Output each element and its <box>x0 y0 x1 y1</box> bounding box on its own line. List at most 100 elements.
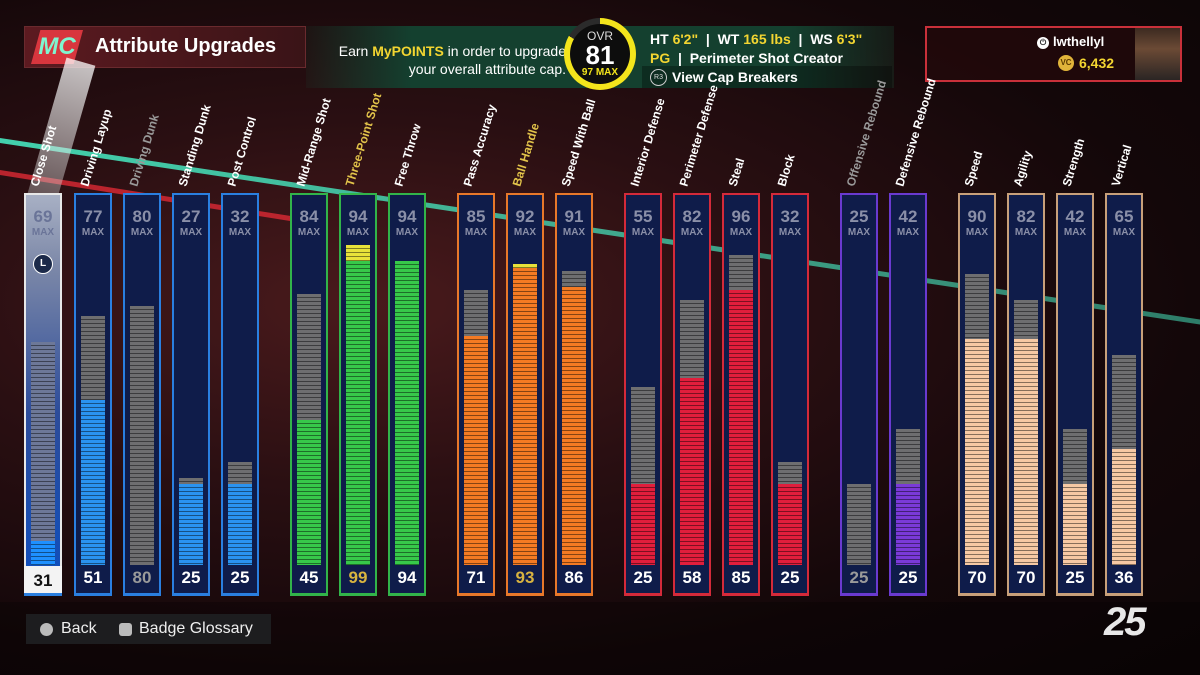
l-button-icon: L <box>33 254 53 274</box>
attribute-current-value: 70 <box>1016 568 1036 587</box>
attribute-current-bar <box>729 290 753 565</box>
attribute-current-value: 86 <box>564 568 584 587</box>
attribute-current-bar <box>1063 484 1087 565</box>
attribute-current-bar <box>896 484 920 565</box>
attribute-bar-track <box>130 245 154 565</box>
attribute-column[interactable]: Speed With Ball 91 MAX 86 <box>555 97 598 596</box>
attribute-max-label: MAX <box>297 227 321 238</box>
attribute-group-underline <box>958 593 996 596</box>
attribute-name: Driving Dunk <box>126 112 162 188</box>
attribute-max-value: 90 <box>967 207 987 226</box>
attribute-current-value: 25 <box>780 568 800 587</box>
player-info-banner: Earn MyPOINTS in order to upgrade your o… <box>306 18 894 90</box>
attribute-current-value: 51 <box>83 568 103 587</box>
attribute-column[interactable]: Close Shot 69 MAX L 31 <box>24 124 62 596</box>
attribute-column[interactable]: Post Control 32 MAX 25 <box>221 115 259 596</box>
attribute-current-bar <box>228 484 252 565</box>
attribute-current-value: 93 <box>515 568 535 587</box>
attribute-current-bar <box>346 261 370 565</box>
attribute-column[interactable]: Standing Dunk 27 MAX 25 <box>172 103 214 596</box>
attribute-group-underline <box>290 593 328 596</box>
attribute-max-label: MAX <box>729 227 753 238</box>
attribute-max-label: MAX <box>228 227 252 238</box>
attribute-current-bar <box>81 400 105 565</box>
attribute-current-value: 25 <box>230 568 250 587</box>
attribute-group-underline <box>506 593 544 596</box>
attribute-column[interactable]: Strength 42 MAX 25 <box>1056 137 1094 596</box>
attribute-max-value: 85 <box>466 207 486 226</box>
attribute-column[interactable]: Ball Handle 92 MAX 93 <box>506 121 544 596</box>
attribute-current-value: 71 <box>466 568 486 587</box>
attribute-capbreaker-bar <box>513 263 537 268</box>
badge-glossary-button[interactable]: Badge Glossary <box>139 620 253 637</box>
attribute-group-underline <box>24 593 62 596</box>
attribute-current-value: 80 <box>132 568 152 587</box>
attribute-max-label: MAX <box>1063 227 1087 238</box>
attribute-column[interactable]: Free Throw 94 MAX 94 <box>388 122 426 596</box>
attribute-bar-track <box>297 245 321 565</box>
attribute-current-value: 45 <box>299 568 319 587</box>
overall-value: 81 <box>585 40 615 70</box>
attribute-column[interactable]: Perimeter Defense 82 MAX 58 <box>673 83 721 596</box>
attribute-max-label: MAX <box>130 227 154 238</box>
attribute-name: Free Throw <box>391 122 424 188</box>
attribute-current-value: 25 <box>849 568 869 587</box>
attribute-column[interactable]: Block 32 MAX 25 <box>771 153 809 596</box>
attribute-current-bar <box>631 484 655 565</box>
attribute-bar-track <box>680 245 704 565</box>
attribute-group-underline <box>1105 593 1143 596</box>
attribute-current-bar <box>464 335 488 565</box>
nba2k25-logo: 25 <box>1104 600 1146 644</box>
attribute-max-value: 84 <box>299 207 319 226</box>
view-cap-breakers-button[interactable]: R3 View Cap Breakers <box>642 66 892 88</box>
attribute-potential-bar <box>847 484 871 565</box>
vc-balance: 6,432 <box>1079 55 1115 71</box>
attribute-column[interactable]: Vertical 65 MAX 36 <box>1105 143 1143 596</box>
footer-controls: Back Badge Glossary <box>26 614 271 644</box>
attribute-group-underline <box>673 593 711 596</box>
attribute-group-underline <box>123 593 161 596</box>
attribute-group-underline <box>172 593 210 596</box>
attribute-column[interactable]: Offensive Rebound 25 MAX 25 <box>840 79 889 596</box>
attribute-group-underline <box>388 593 426 596</box>
back-button[interactable]: Back <box>61 620 97 637</box>
attribute-column[interactable]: Driving Dunk 80 MAX 80 <box>123 112 162 596</box>
attribute-group-underline <box>722 593 760 596</box>
vc-coin-icon: VC <box>1058 55 1074 71</box>
attribute-max-label: MAX <box>847 227 871 238</box>
attribute-capbreaker-bar <box>346 245 370 262</box>
attribute-column[interactable]: Interior Defense 55 MAX 25 <box>624 97 668 596</box>
attribute-max-value: 96 <box>731 207 751 226</box>
attribute-current-value: 58 <box>682 568 702 587</box>
attribute-current-bar <box>1014 338 1038 565</box>
attribute-column[interactable]: Pass Accuracy 85 MAX 71 <box>457 103 499 596</box>
attribute-column[interactable]: Speed 90 MAX 70 <box>958 149 996 596</box>
attribute-column[interactable]: Driving Layup 77 MAX 51 <box>74 107 114 596</box>
circle-button-icon <box>40 623 53 636</box>
attribute-column[interactable]: Steal 96 MAX 85 <box>722 156 760 596</box>
attribute-group-underline <box>457 593 495 596</box>
attribute-current-bar <box>513 267 537 565</box>
attribute-max-label: MAX <box>562 227 586 238</box>
attribute-column[interactable]: Three-Point Shot 94 MAX 99 <box>339 91 384 596</box>
attribute-column[interactable]: Agility 82 MAX 70 <box>1007 149 1045 596</box>
attribute-max-value: 32 <box>230 207 250 226</box>
attribute-group-underline <box>555 593 593 596</box>
attribute-name: Interior Defense <box>627 96 668 188</box>
attribute-name: Speed <box>961 149 986 188</box>
r3-button-icon: R3 <box>650 69 667 86</box>
player-measurements: HT 6'2" | WT 165 lbs | WS 6'3" PG | Peri… <box>650 31 863 66</box>
attribute-column[interactable]: Mid-Range Shot 84 MAX 45 <box>290 97 334 596</box>
attribute-max-value: 65 <box>1114 207 1134 226</box>
attribute-name: Offensive Rebound <box>843 78 890 188</box>
attribute-bar-frame <box>172 193 210 593</box>
attribute-max-label: MAX <box>1112 227 1136 238</box>
attribute-bar-track <box>464 245 488 565</box>
attribute-current-bar <box>562 287 586 565</box>
attribute-potential-bar <box>31 341 55 565</box>
attribute-column[interactable]: Defensive Rebound 42 MAX 25 <box>889 77 939 596</box>
attribute-bar-track <box>896 245 920 565</box>
attribute-bar-track <box>31 245 55 565</box>
attribute-max-label: MAX <box>965 227 989 238</box>
attribute-group-underline <box>771 593 809 596</box>
